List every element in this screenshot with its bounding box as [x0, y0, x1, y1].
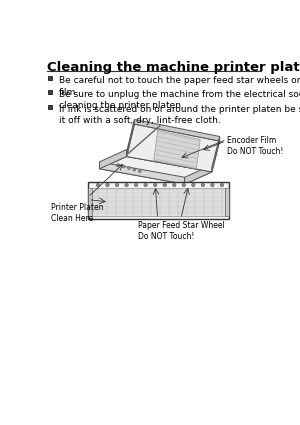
Polygon shape	[185, 165, 212, 184]
Text: Cleaning the machine printer platen: Cleaning the machine printer platen	[47, 61, 300, 74]
Circle shape	[220, 183, 224, 187]
Circle shape	[154, 183, 157, 187]
Polygon shape	[127, 124, 220, 172]
Circle shape	[115, 183, 119, 187]
Bar	[88, 182, 229, 219]
Circle shape	[144, 183, 147, 187]
Polygon shape	[127, 150, 212, 172]
Polygon shape	[212, 136, 220, 172]
Circle shape	[201, 183, 205, 187]
Circle shape	[138, 170, 141, 173]
Circle shape	[133, 168, 136, 171]
Bar	[92, 188, 225, 216]
Circle shape	[134, 183, 138, 187]
Text: Be careful not to touch the paper feed star wheels or encoder
film.: Be careful not to touch the paper feed s…	[59, 76, 300, 96]
Bar	[88, 188, 92, 216]
Circle shape	[122, 165, 125, 168]
Circle shape	[163, 183, 166, 187]
Polygon shape	[154, 130, 200, 169]
Circle shape	[125, 183, 128, 187]
Bar	[48, 76, 52, 80]
Text: Be sure to unplug the machine from the electrical socket before
cleaning the pri: Be sure to unplug the machine from the e…	[59, 90, 300, 110]
Polygon shape	[100, 156, 212, 184]
Circle shape	[117, 164, 119, 166]
Text: Paper Feed Star Wheel
Do NOT Touch!: Paper Feed Star Wheel Do NOT Touch!	[138, 221, 225, 241]
Circle shape	[96, 183, 100, 187]
Bar	[48, 105, 52, 109]
Bar	[48, 90, 52, 94]
Circle shape	[211, 183, 214, 187]
Polygon shape	[100, 162, 185, 184]
Circle shape	[128, 167, 130, 170]
Polygon shape	[100, 150, 127, 169]
Polygon shape	[127, 119, 134, 156]
Polygon shape	[134, 119, 220, 141]
Circle shape	[182, 183, 185, 187]
Circle shape	[192, 183, 195, 187]
Text: Encoder Film
Do NOT Touch!: Encoder Film Do NOT Touch!	[226, 136, 283, 156]
Bar	[225, 188, 229, 216]
Circle shape	[172, 183, 176, 187]
Text: If ink is scattered on or around the printer platen be sure to wipe
it off with : If ink is scattered on or around the pri…	[59, 105, 300, 125]
Text: Printer Platen
Clean Here: Printer Platen Clean Here	[52, 203, 104, 223]
Circle shape	[106, 183, 109, 187]
